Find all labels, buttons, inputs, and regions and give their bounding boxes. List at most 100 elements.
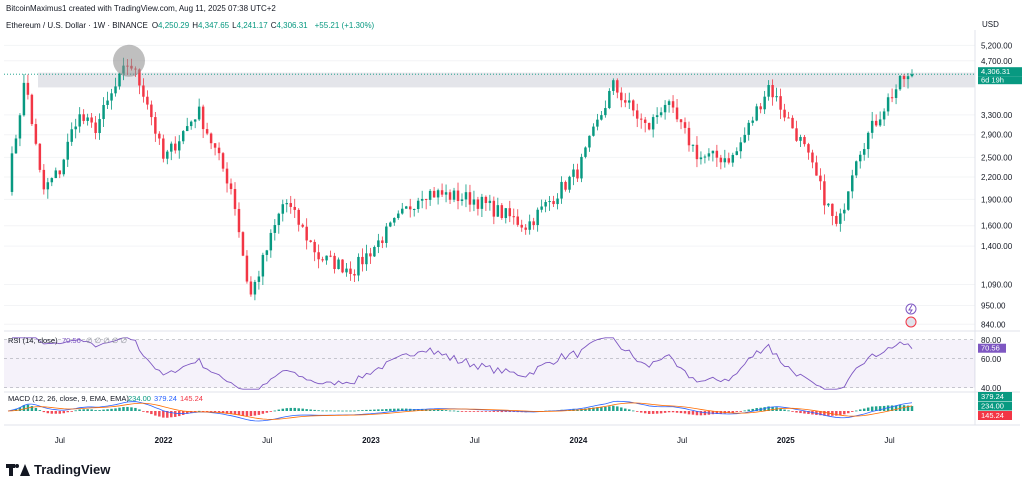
candle-body (142, 85, 145, 97)
candle-body (154, 117, 157, 134)
symbol-bar: Ethereum / U.S. Dollar · 1W · BINANCE O4… (6, 21, 374, 30)
candle-body (823, 181, 826, 206)
price-axis: 5,200.00 4,700.00 3,300.00 2,900.00 2,500.00… (974, 30, 1022, 425)
candle-body (631, 100, 635, 111)
symbol-title[interactable]: Ethereum / U.S. Dollar · 1W · BINANCE (6, 21, 148, 30)
macd-histogram-bar (699, 411, 703, 416)
ohlc-value-O: 4,250.29 (158, 21, 190, 30)
candle-body (476, 199, 480, 209)
candle-body (500, 205, 504, 219)
candle-body (401, 208, 404, 214)
macd-histogram-bar (293, 407, 296, 411)
candle-body (504, 208, 508, 219)
macd-histogram-bar (150, 411, 153, 415)
tradingview-logo[interactable]: TradingView (6, 462, 110, 477)
candle-body (552, 201, 555, 205)
price-tick-label: 3,300.00 (981, 111, 1013, 120)
candle-body (241, 232, 245, 256)
candle-body (580, 156, 583, 179)
rsi-badge (978, 343, 1006, 353)
macd-histogram-bar (265, 411, 269, 413)
candle-body (739, 142, 742, 152)
ohlc-label-C: C (270, 21, 277, 30)
candle-body (102, 104, 105, 120)
candle-body (616, 80, 619, 93)
macd-histogram-bar (385, 409, 388, 411)
macd-histogram-bar (257, 411, 261, 415)
candle-body (90, 117, 93, 123)
candle-body (70, 129, 73, 142)
price-tick-label: 2,200.00 (981, 173, 1013, 182)
candle-body (691, 144, 695, 146)
macd-histogram-bar (273, 410, 277, 412)
time-tick-label: Jul (262, 436, 272, 445)
macd-histogram-bar (106, 409, 109, 411)
candle-body (699, 157, 703, 160)
candle-body (659, 112, 663, 116)
candle-body (488, 200, 492, 204)
macd-histogram-bar (628, 409, 631, 411)
candle-body (755, 106, 758, 121)
candle-body (448, 192, 452, 200)
macd-value: 379.24 (154, 394, 177, 403)
macd-histogram-bar (205, 411, 209, 412)
macd-histogram-bar (14, 408, 18, 411)
candle-body (847, 191, 850, 210)
macd-histogram-bar (118, 407, 121, 411)
candles (10, 57, 914, 301)
ohlc-label-L: L (232, 21, 237, 30)
candle-body (365, 253, 368, 265)
candle-body (162, 138, 165, 159)
candle-body (265, 250, 269, 255)
macd-histogram-bar (464, 411, 468, 412)
macd-badge (978, 411, 1012, 420)
candle-body (436, 190, 440, 198)
candle-body (835, 215, 838, 224)
candle-body (408, 206, 412, 210)
macd-histogram-bar (50, 411, 54, 414)
candle-body (671, 101, 675, 108)
candle-body (22, 82, 26, 116)
macd-histogram-bar (361, 410, 364, 411)
resistance-zone (38, 72, 975, 88)
macd-histogram-bar (910, 406, 914, 411)
candle-body (472, 199, 476, 205)
macd-histogram-bar (906, 405, 910, 411)
candle-body (512, 216, 515, 218)
candle-body (46, 182, 50, 190)
macd-histogram-bar (90, 409, 93, 411)
candle-body (763, 96, 766, 110)
candle-body (532, 221, 535, 226)
macd-histogram-bar (663, 411, 667, 413)
macd-histogram-bar (325, 410, 328, 412)
tradingview-logo-icon (6, 463, 30, 476)
macd-histogram-bar (791, 411, 794, 412)
candle-body (564, 181, 567, 190)
macd-histogram-bar (317, 410, 320, 412)
candle-body (369, 253, 372, 257)
macd-histogram-bar (170, 411, 173, 418)
candle-body (333, 255, 336, 270)
macd-histogram-bar (432, 409, 436, 411)
candle-body (281, 204, 285, 214)
candle-body (397, 213, 400, 218)
candle-body (98, 119, 101, 134)
candle-body (771, 85, 774, 98)
rsi-tick-label: 60.00 (981, 355, 1002, 364)
candle-body (213, 143, 217, 148)
macd-histogram-bar (185, 411, 189, 414)
candle-body (524, 227, 527, 230)
time-tick-label: Jul (470, 436, 480, 445)
macd-histogram-bar (823, 411, 826, 416)
macd-histogram-bar (345, 410, 348, 412)
macd-histogram-bar (46, 411, 50, 414)
candle-body (791, 117, 794, 129)
candle-body (361, 256, 364, 265)
currency-label[interactable]: USD (982, 20, 999, 29)
candle-body (114, 86, 117, 94)
macd-label: MACD (12, 26, close, 9, EMA, EMA) (8, 394, 129, 403)
macd-histogram-bar (847, 411, 850, 414)
macd-histogram-bar (815, 411, 818, 415)
macd-histogram-bar (691, 411, 695, 415)
